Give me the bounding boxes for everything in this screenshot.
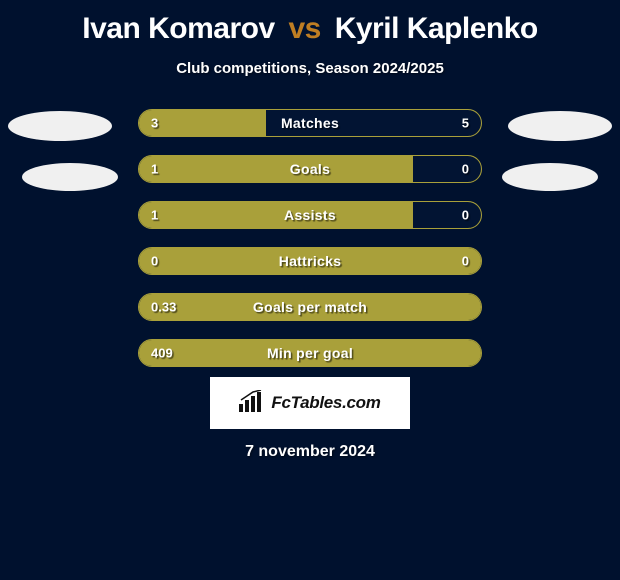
bar-left-value: 1 — [151, 162, 158, 177]
avatar-placeholder-right — [502, 163, 598, 191]
bar-label: Hattricks — [279, 253, 342, 269]
bar-row-matches: 3 Matches 5 — [138, 109, 482, 137]
bar-row-goals-per-match: 0.33 Goals per match — [138, 293, 482, 321]
bar-row-min-per-goal: 409 Min per goal — [138, 339, 482, 367]
bar-left-value: 1 — [151, 208, 158, 223]
bar-right-value: 0 — [462, 162, 469, 177]
bar-right-value: 0 — [462, 254, 469, 269]
bar-label: Goals per match — [253, 299, 367, 315]
bar-left-value: 0 — [151, 254, 158, 269]
logo-text: FcTables.com — [271, 393, 380, 413]
bar-right-fill — [413, 202, 481, 228]
bar-label: Min per goal — [267, 345, 353, 361]
page-title: Ivan Komarov vs Kyril Kaplenko — [0, 0, 620, 46]
bar-label: Matches — [281, 115, 339, 131]
bar-left-value: 409 — [151, 346, 173, 361]
avatar-placeholder-right — [508, 111, 612, 141]
vs-text: vs — [288, 12, 320, 45]
bars-container: 3 Matches 5 1 Goals 0 1 Assists 0 0 Hatt… — [138, 109, 482, 385]
avatar-placeholder-left — [22, 163, 118, 191]
player2-name: Kyril Kaplenko — [335, 12, 538, 45]
bar-row-goals: 1 Goals 0 — [138, 155, 482, 183]
bar-right-value: 0 — [462, 208, 469, 223]
bar-row-hattricks: 0 Hattricks 0 — [138, 247, 482, 275]
bar-left-value: 0.33 — [151, 300, 176, 315]
bar-left-value: 3 — [151, 116, 158, 131]
bars-chart-icon — [239, 390, 265, 417]
bar-row-assists: 1 Assists 0 — [138, 201, 482, 229]
player1-name: Ivan Komarov — [82, 12, 274, 45]
bar-label: Goals — [290, 161, 330, 177]
avatar-placeholder-left — [8, 111, 112, 141]
bar-right-value: 5 — [462, 116, 469, 131]
comparison-chart: 3 Matches 5 1 Goals 0 1 Assists 0 0 Hatt… — [0, 109, 620, 369]
bar-label: Assists — [284, 207, 336, 223]
date-text: 7 november 2024 — [0, 443, 620, 461]
bar-right-fill — [413, 156, 481, 182]
subtitle: Club competitions, Season 2024/2025 — [0, 60, 620, 77]
